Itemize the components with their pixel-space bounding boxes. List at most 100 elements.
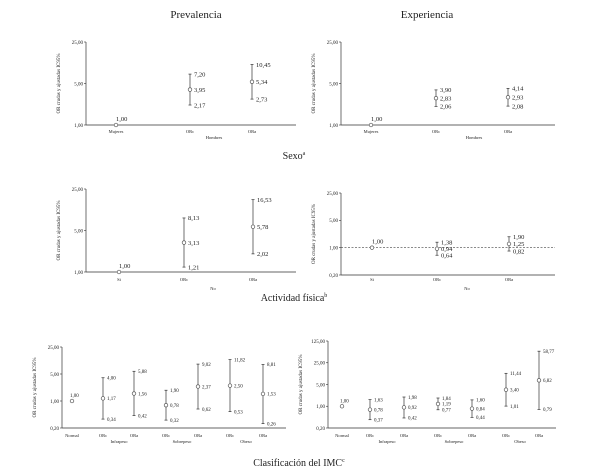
data-point-group: 1,00 — [69, 394, 79, 404]
ci-high-label: 11,44 — [510, 372, 522, 377]
data-point — [250, 224, 256, 229]
data-point — [367, 407, 373, 412]
ci-low-label: 2,02 — [257, 251, 268, 258]
y-tick-label: 25,00 — [314, 362, 326, 367]
y-tick-label: 1,00 — [329, 124, 338, 129]
x-tick-label: ORc — [99, 433, 107, 438]
data-point — [536, 378, 542, 383]
group-label: Hombres — [206, 135, 223, 140]
data-point-group: 9,02 0,62 2,37 — [195, 363, 211, 413]
x-tick-label: ORa — [505, 277, 513, 282]
data-point-group: 8,81 0,26 1,53 — [260, 363, 276, 427]
point-value-label: 5,78 — [257, 224, 268, 231]
y-tick-label: 5,00 — [329, 82, 338, 87]
point-value-label: 1,00 — [116, 116, 127, 123]
group-label: Hombres — [466, 135, 483, 140]
ci-low-label: 0,32 — [170, 419, 179, 424]
y-tick-label: 5,00 — [50, 373, 59, 378]
ci-low-label: 0,44 — [476, 416, 485, 421]
y-tick-label: 1,00 — [74, 271, 83, 276]
ci-low-label: 0,62 — [202, 408, 211, 413]
ci-low-label: 2,17 — [194, 102, 206, 109]
group-label: No — [464, 286, 470, 291]
data-point-group: 1,00 — [369, 239, 383, 250]
data-point-group: 8,13 1,21 3,13 — [181, 215, 199, 271]
data-point-group: 3,90 2,06 2,83 — [433, 87, 452, 111]
ci-high-label: 1,84 — [442, 397, 451, 402]
data-point — [503, 387, 509, 392]
x-tick-label: ORa — [249, 277, 257, 282]
y-axis-label: OR crudas y ajustadas IC95% — [57, 54, 62, 114]
ci-low-label: 0,42 — [408, 417, 417, 422]
ci-high-label: 1,38 — [441, 239, 452, 246]
y-tick-label: 1,00 — [316, 405, 325, 410]
group-label: No — [210, 286, 216, 291]
point-value-label: 1,25 — [513, 241, 524, 248]
x-tick-label: ORc — [180, 277, 188, 282]
ci-high-label: 11,82 — [234, 358, 246, 363]
data-point-group: 4,14 2,082,93 — [505, 86, 524, 110]
y-axis-label: OR crudas y ajustadas IC95% — [57, 201, 62, 261]
section-title: Clasificación del IMCc — [253, 458, 345, 469]
y-tick-label: 5,00 — [329, 219, 338, 224]
y-tick-label: 25,00 — [72, 188, 84, 193]
data-point-group: 1,38 0,640,94 — [434, 239, 453, 260]
point-value-label: 1,00 — [372, 239, 383, 246]
ci-low-label: 1,21 — [188, 264, 199, 271]
data-point — [433, 96, 439, 101]
section-title-superscript: c — [342, 458, 345, 464]
y-tick-label: 0,20 — [50, 427, 59, 432]
ci-high-label: 1,60 — [476, 399, 485, 404]
column-title: Experiencia — [401, 9, 454, 21]
ci-high-label: 4,14 — [512, 86, 524, 93]
data-point-group: 1,90 0,821,25 — [506, 234, 524, 255]
ci-low-label: 0,34 — [107, 418, 116, 423]
point-value-label: 1,56 — [138, 392, 147, 397]
section-title-text: Clasificación del IMC — [253, 458, 342, 469]
x-tick-label: ORa — [194, 433, 202, 438]
x-tick-label: ORc — [434, 433, 442, 438]
chart-panel-actividad-experiencia: 25,00 5,00 1,00 0,20 OR crudas y ajustadas I… — [312, 192, 555, 291]
x-tick-label: ORc — [186, 129, 194, 134]
ci-high-label: 10,45 — [256, 62, 271, 69]
chart-panel-imc-experiencia: 125,00 25,00 5,00 1,00 0,20 OR crudas y ajust… — [299, 340, 556, 444]
data-point-group: 16,53 2,02 5,78 — [250, 197, 272, 258]
point-value-label: 5,34 — [256, 79, 268, 86]
x-tick-label: Mujeres — [109, 129, 124, 134]
ci-high-label: 1,90 — [513, 234, 524, 241]
x-tick-label: Mujeres — [364, 129, 379, 134]
y-tick-label: 5,00 — [74, 82, 83, 87]
data-point-group: 1,63 0,37 0,78 — [367, 398, 383, 423]
ci-low-label: 0,42 — [138, 414, 147, 419]
data-point-group: 11,44 1,01 3,40 — [503, 372, 522, 410]
data-point — [249, 79, 255, 84]
point-value-label: 6,82 — [543, 379, 552, 384]
point-value-label: 2,37 — [202, 385, 211, 390]
y-tick-label: 0,20 — [329, 274, 338, 279]
section-title-superscript: b — [324, 293, 327, 299]
x-tick-label: Normal — [335, 433, 349, 438]
data-point — [469, 406, 475, 411]
data-point — [368, 122, 374, 128]
x-tick-label: ORa — [468, 433, 476, 438]
chart-panel-actividad-prevalencia: 25,00 5,00 1,00 OR crudas y ajustadas IC95%… — [57, 188, 296, 291]
y-tick-label: 5,00 — [74, 229, 83, 234]
point-value-label: 1,53 — [267, 393, 276, 398]
ci-low-label: 0,26 — [267, 422, 276, 427]
x-tick-label: Normal — [65, 433, 79, 438]
data-point — [195, 384, 201, 389]
ci-low-label: 2,73 — [256, 96, 267, 103]
group-label: Infrapeso — [379, 439, 397, 444]
x-tick-label: ORc — [502, 433, 510, 438]
y-tick-label: 125,00 — [311, 340, 325, 345]
x-tick-label: Si — [370, 277, 375, 282]
point-value-label: 3,40 — [510, 388, 519, 393]
data-point-group: 1,84 0,771,19 — [435, 397, 451, 414]
data-point-group: 10,45 2,73 5,34 — [249, 62, 271, 103]
group-label: Sobrepeso — [445, 439, 464, 444]
group-label: Sobrepeso — [173, 439, 192, 444]
data-point — [181, 240, 187, 245]
data-point-group: 1,00 — [368, 116, 382, 128]
chart-panel-sexo-experiencia: 25,00 5,00 1,00 OR crudas y ajustadas IC95%… — [312, 41, 555, 140]
point-value-label: 0,84 — [476, 407, 485, 412]
